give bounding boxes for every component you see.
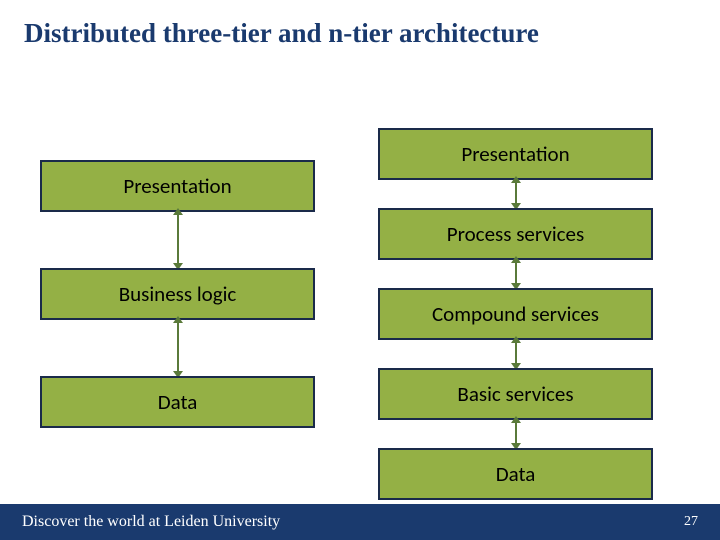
right-arrow-2 [515, 262, 517, 284]
right-arrow-1 [515, 182, 517, 204]
footer-bar: Discover the world at Leiden University … [0, 504, 720, 540]
box-label: Presentation [461, 141, 569, 167]
left-box-presentation: Presentation [40, 160, 315, 212]
right-box-compound-services: Compound services [378, 288, 653, 340]
right-box-presentation: Presentation [378, 128, 653, 180]
left-arrow-2 [177, 322, 179, 372]
box-label: Data [158, 389, 198, 415]
right-box-process-services: Process services [378, 208, 653, 260]
right-box-basic-services: Basic services [378, 368, 653, 420]
right-box-data: Data [378, 448, 653, 500]
box-label: Business logic [119, 281, 237, 307]
right-arrow-4 [515, 422, 517, 444]
page-title: Distributed three-tier and n-tier archit… [24, 18, 539, 49]
box-label: Process services [447, 221, 584, 247]
footer-text: Discover the world at Leiden University [22, 513, 280, 531]
right-arrow-3 [515, 342, 517, 364]
box-label: Compound services [432, 301, 599, 327]
left-box-data: Data [40, 376, 315, 428]
box-label: Basic services [457, 381, 573, 407]
left-arrow-1 [177, 214, 179, 264]
footer-page-number: 27 [684, 514, 698, 530]
box-label: Presentation [123, 173, 231, 199]
left-box-business-logic: Business logic [40, 268, 315, 320]
box-label: Data [496, 461, 536, 487]
